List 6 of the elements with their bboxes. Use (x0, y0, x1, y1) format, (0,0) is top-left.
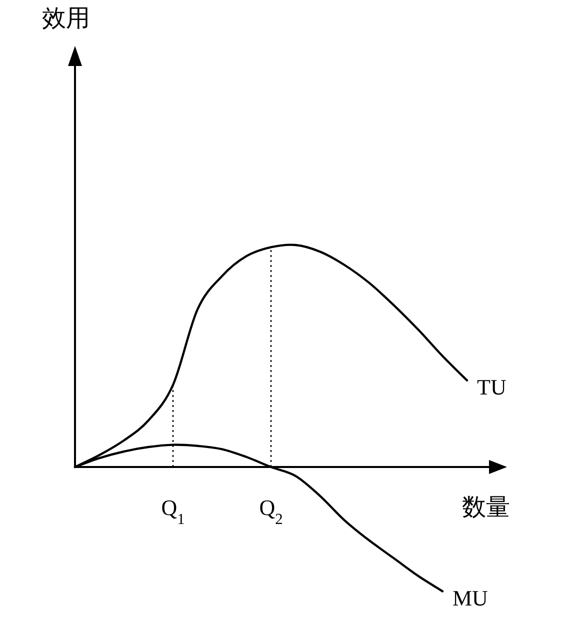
x-tick-label: Q$_{2}$ (259, 495, 283, 528)
x-tick-label: Q$_{1}$ (161, 495, 185, 528)
series-label: MU (452, 585, 488, 610)
series-label: TU (477, 374, 506, 400)
text: 效用 (42, 4, 90, 32)
x-axis-title: 数量 (462, 493, 510, 521)
